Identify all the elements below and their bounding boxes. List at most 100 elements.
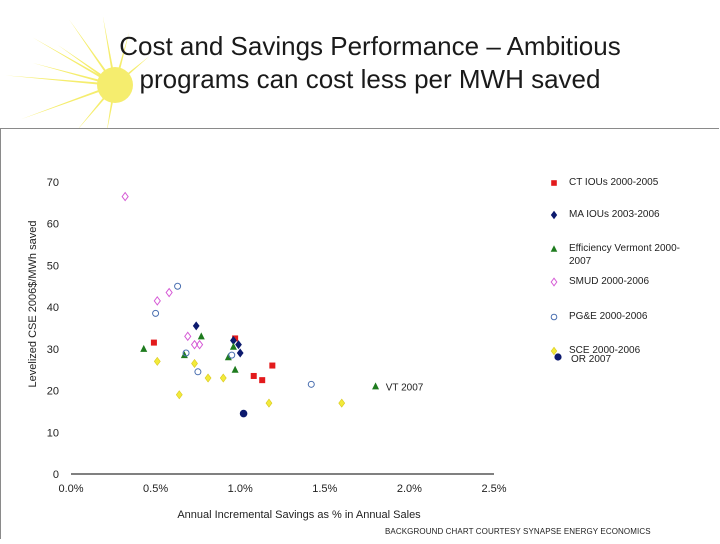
x-axis-label: Annual Incremental Savings as % in Annua… [177, 509, 421, 521]
data-point [195, 339, 204, 350]
x-tick-label: 2.5% [481, 483, 506, 495]
legend-label: PG&E 2000-2006 [569, 311, 648, 322]
chart-frame: 0 10 20 30 40 50 60 70 0.0% 0.5% 1.0% 1.5% 2.0% 2.5% … [0, 128, 719, 539]
data-point [121, 191, 129, 202]
data-point [224, 353, 232, 361]
data-point [150, 339, 157, 346]
data-point [250, 372, 257, 379]
burst-ray [106, 96, 114, 135]
legend-marker [554, 353, 562, 361]
data-point [153, 296, 161, 306]
legend-label: Efficiency Vermont 2000-2007 [569, 243, 680, 267]
burst-ray [69, 19, 110, 76]
legend-marker [550, 245, 558, 252]
data-point [307, 380, 315, 388]
x-tick-label: 0.5% [143, 483, 168, 495]
data-point [372, 382, 380, 390]
y-tick-label: 10 [47, 427, 59, 439]
x-tick-label: 1.5% [312, 483, 337, 495]
data-point [229, 342, 237, 350]
legend-marker [550, 277, 558, 287]
legend-item: MA IOUs 2003-2006 [550, 209, 660, 220]
tick-labels: 0 10 20 30 40 50 60 70 0.0% 0.5% 1.0% 1.5% 2.0% 2.5% [47, 177, 507, 495]
data-point [235, 340, 242, 350]
data-point [153, 356, 161, 366]
data-point [182, 349, 190, 357]
data-point [239, 409, 248, 418]
burst-ray [21, 88, 105, 120]
y-axis-label: Levelized CSE 2006$/MWh saved [27, 221, 39, 388]
title-burst-graphic [5, 16, 150, 135]
legend-label: OR 2007 [571, 354, 611, 365]
data-point [194, 368, 202, 376]
series-ct-ious-2000-2005 [150, 335, 276, 384]
y-tick-label: 60 [47, 219, 59, 231]
series-or-2007 [239, 409, 248, 418]
burst-ray [32, 63, 104, 83]
legend-item: CT IOUs 2000-2005 [551, 177, 659, 188]
legend-item: OR 2007 [554, 353, 611, 365]
legend-item: SMUD 2000-2006 [550, 276, 649, 287]
burst-core [97, 67, 133, 103]
series-ma-ious-2003-2006 [192, 321, 244, 358]
burst-rays [5, 16, 150, 135]
legend-label: SCE 2000-2006 [569, 345, 641, 356]
series-efficiency-vermont-2000-2007 [140, 332, 380, 390]
y-tick-label: 50 [47, 260, 59, 272]
legend-label: CT IOUs 2000-2005 [569, 177, 659, 188]
data-point [190, 339, 199, 350]
data-point [165, 287, 173, 298]
burst-ray [102, 16, 114, 74]
series-sce-2000-2006 [153, 356, 346, 408]
data-point [192, 321, 200, 331]
burst-ray [123, 56, 150, 79]
slide-title-line-1: Cost and Savings Performance – Ambitious [119, 31, 621, 61]
data-point [140, 344, 148, 352]
slide-title: Cost and Savings Performance – Ambitious… [40, 30, 700, 96]
annotation-label: VT 2007 [386, 382, 424, 393]
data-point [228, 351, 236, 359]
data-point [259, 377, 266, 384]
data-point [197, 332, 205, 340]
data-point [269, 362, 276, 369]
y-tick-label: 0 [53, 469, 59, 481]
slide-title-line-2: programs can cost less per MWH saved [139, 64, 601, 94]
data-point [175, 390, 183, 400]
legend-item: PG&E 2000-2006 [550, 311, 648, 322]
data-point [204, 373, 212, 383]
data-point [236, 348, 244, 358]
burst-ray [57, 44, 106, 80]
data-point [174, 282, 182, 290]
burst-ray [117, 31, 130, 74]
annotations: VT 2007 [386, 382, 424, 393]
data-point [231, 365, 239, 373]
data-point [338, 398, 346, 408]
legend-label: SMUD 2000-2006 [569, 276, 649, 287]
legend-item: SCE 2000-2006 [550, 345, 641, 356]
legend-marker [550, 346, 558, 356]
legend-marker [550, 313, 558, 321]
x-tick-label: 2.0% [397, 483, 422, 495]
x-tick-label: 0.0% [58, 483, 83, 495]
legend: CT IOUs 2000-2005 MA IOUs 2003-2006 Effici… [550, 177, 680, 365]
data-points [121, 191, 380, 418]
burst-ray [76, 93, 109, 131]
y-tick-label: 70 [47, 177, 59, 189]
x-tick-label: 1.0% [228, 483, 253, 495]
legend-marker [550, 210, 558, 220]
data-point [191, 358, 198, 368]
legend-label: MA IOUs 2003-2006 [569, 209, 660, 220]
burst-ray [5, 75, 104, 86]
data-point [184, 331, 192, 342]
legend-item: Efficiency Vermont 2000-2007 [550, 243, 680, 267]
series-pg-e-2000-2006 [152, 282, 315, 388]
burst-ray [32, 37, 106, 80]
data-point [152, 309, 160, 317]
y-tick-label: 20 [47, 386, 59, 398]
data-point [180, 351, 188, 359]
chart-credit: BACKGROUND CHART COURTESY SYNAPSE ENERGY… [385, 527, 651, 536]
data-point [219, 373, 227, 383]
legend-marker [551, 180, 557, 186]
data-point [265, 398, 273, 408]
